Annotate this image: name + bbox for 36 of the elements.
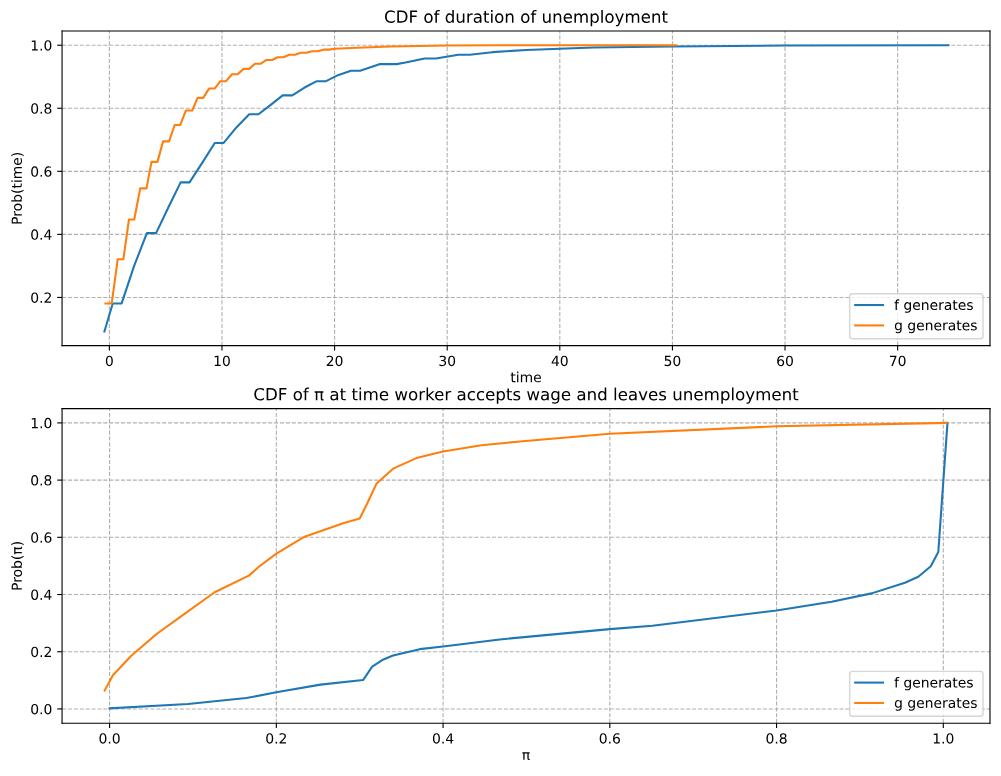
x-axis-title: π — [522, 752, 530, 760]
y-axis-title: Prob(time) — [11, 153, 24, 224]
x-tick-label: 50 — [664, 355, 681, 367]
chart-title: CDF of duration of unemployment — [384, 10, 668, 27]
y-axis-title: Prob(π) — [11, 542, 24, 590]
x-tick-label: 0.0 — [99, 733, 120, 744]
x-tick-label: 40 — [551, 355, 568, 367]
x-tick-label: 0.4 — [432, 733, 454, 744]
legend-label: f generates — [894, 299, 973, 313]
x-tick-label: 30 — [439, 355, 456, 367]
x-tick-label: 20 — [326, 355, 343, 367]
x-tick-label: 70 — [889, 355, 906, 367]
x-tick-label: 0.6 — [599, 733, 620, 744]
y-tick-label: 1.0 — [31, 40, 52, 51]
line-series — [104, 44, 677, 305]
y-tick-label: 0.8 — [31, 475, 52, 486]
y-tick-label: 0.4 — [31, 229, 52, 240]
y-tick-label: 0.4 — [31, 589, 52, 600]
x-tick-label: 0 — [105, 355, 113, 367]
x-tick-label: 0.2 — [266, 733, 286, 744]
y-tick-label: 0.2 — [31, 646, 51, 658]
y-tick-label: 0.2 — [31, 292, 51, 303]
x-tick-label: 60 — [777, 355, 793, 367]
chart-title: CDF of π at time worker accepts wage and leaves unemployment — [254, 387, 799, 404]
legend-label: g generates — [894, 320, 977, 334]
x-axis-title: time — [510, 371, 541, 383]
y-tick-label: 0.0 — [31, 703, 52, 715]
x-tick-label: 1.0 — [933, 733, 954, 744]
y-tick-label: 0.8 — [31, 103, 52, 114]
legend-label: f generates — [894, 676, 973, 691]
y-tick-label: 0.6 — [31, 532, 52, 543]
legend-label: g generates — [894, 698, 977, 711]
y-tick-label: 0.6 — [31, 166, 52, 177]
x-tick-label: 0.8 — [766, 733, 787, 744]
x-tick-label: 10 — [214, 355, 230, 367]
y-tick-label: 1.0 — [31, 417, 52, 429]
